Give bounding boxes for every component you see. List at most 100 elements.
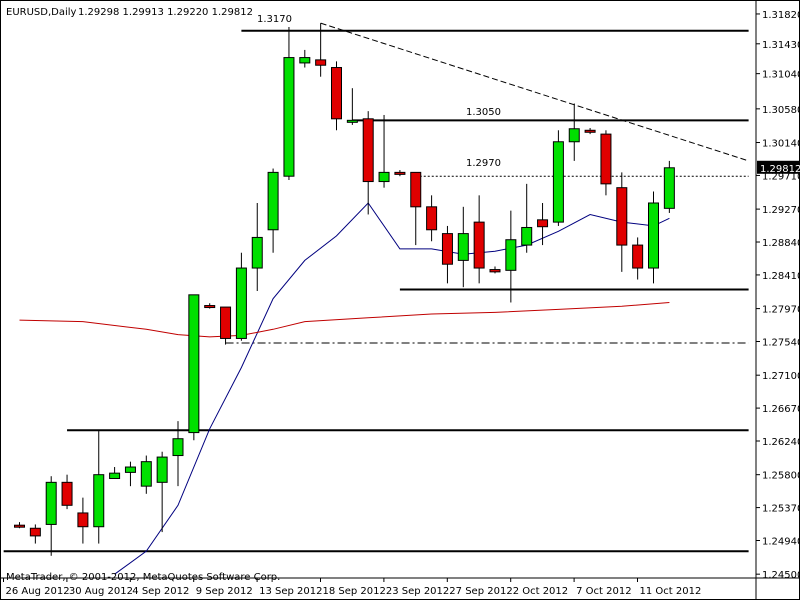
candle[interactable] <box>537 202 549 246</box>
bull-candle-body <box>267 171 279 231</box>
drawn-levels[interactable] <box>3 22 749 553</box>
bear-candle-body <box>29 527 41 537</box>
bull-candle-body <box>648 202 659 269</box>
candle[interactable] <box>394 170 406 177</box>
y-tick-label: 1.27970 <box>762 305 800 316</box>
bull-candle-body <box>663 167 675 209</box>
x-tick-label: 2 Oct 2012 <box>513 586 568 597</box>
y-tick-label: 1.30580 <box>762 105 800 116</box>
candle[interactable] <box>299 49 311 68</box>
candle[interactable] <box>235 252 247 341</box>
candles[interactable] <box>14 23 675 556</box>
candle[interactable] <box>426 195 438 242</box>
bull-candle-body <box>552 141 564 223</box>
bull-candle-body <box>188 294 200 434</box>
candle[interactable] <box>45 476 57 556</box>
y-tick-label: 1.27100 <box>762 371 800 382</box>
bear-candle-body <box>331 67 342 120</box>
candle[interactable] <box>378 114 390 188</box>
bull-candle-body <box>521 226 533 246</box>
trendline[interactable] <box>320 22 749 162</box>
x-tick-label: 30 Aug 2012 <box>69 586 133 597</box>
candle[interactable] <box>172 421 184 487</box>
bear-candle-body <box>220 306 232 339</box>
candle[interactable] <box>77 497 89 544</box>
candle[interactable] <box>283 26 295 181</box>
moving-average-line <box>19 302 670 338</box>
current-price-marker: 1.29812 <box>757 160 800 175</box>
current-price-label: 1.29812 <box>760 164 800 175</box>
bull-candle-body <box>299 57 311 64</box>
candle[interactable] <box>140 455 152 494</box>
bull-candle-body <box>156 456 168 483</box>
candle[interactable] <box>616 172 628 272</box>
y-tick-label: 1.31430 <box>762 40 800 51</box>
bear-candle-body <box>489 269 501 273</box>
candle[interactable] <box>584 127 596 135</box>
candle[interactable] <box>29 524 41 544</box>
y-tick-label: 1.29710 <box>762 171 800 182</box>
y-tick-label: 1.26670 <box>762 404 800 415</box>
candle[interactable] <box>663 160 675 213</box>
bear-candle-body <box>632 244 644 269</box>
y-tick-label: 1.31040 <box>762 70 800 81</box>
bull-candle-body <box>172 438 184 457</box>
candle[interactable] <box>441 225 453 284</box>
candle[interactable] <box>410 171 422 246</box>
candle[interactable] <box>362 111 374 215</box>
y-tick-label: 1.27540 <box>762 338 800 349</box>
bear-candle-body <box>14 524 25 528</box>
candle[interactable] <box>521 183 533 253</box>
bear-candle-body <box>61 481 73 506</box>
bull-candle-body <box>235 267 247 339</box>
bear-candle-body <box>600 133 612 185</box>
x-tick-label: 18 Sep 2012 <box>323 586 386 597</box>
candle[interactable] <box>188 294 200 441</box>
y-tick-label: 1.25370 <box>762 504 800 515</box>
candle[interactable] <box>505 210 517 303</box>
candle[interactable] <box>648 191 659 284</box>
bear-candle-body <box>410 171 422 208</box>
candle[interactable] <box>632 237 644 280</box>
candle[interactable] <box>457 206 469 288</box>
symbol-timeframe-label: EURUSD,Daily <box>6 7 77 18</box>
candle[interactable] <box>568 103 580 161</box>
bear-candle-body <box>426 206 438 231</box>
candle[interactable] <box>552 130 564 226</box>
candle[interactable] <box>220 306 232 345</box>
x-tick-label: 4 Sep 2012 <box>132 586 189 597</box>
candle[interactable] <box>109 467 121 480</box>
y-tick-label: 1.24500 <box>762 570 800 581</box>
bear-candle-body <box>616 187 628 246</box>
moving-average-line <box>114 202 670 575</box>
level-label: 1.3050 <box>466 107 501 118</box>
bear-candle-body <box>315 59 327 66</box>
candle[interactable] <box>267 168 279 253</box>
candle[interactable] <box>93 431 105 544</box>
bear-candle-body <box>394 171 406 175</box>
bull-candle-body <box>568 128 580 143</box>
candle[interactable] <box>124 461 136 487</box>
candle[interactable] <box>331 61 342 131</box>
y-tick-label: 1.29270 <box>762 205 800 216</box>
bear-candle-body <box>362 118 374 183</box>
candle[interactable] <box>315 23 327 77</box>
bull-candle-body <box>378 171 390 183</box>
candle[interactable] <box>600 130 612 196</box>
candle[interactable] <box>251 202 263 291</box>
candle[interactable] <box>346 88 358 125</box>
candle[interactable] <box>61 474 73 510</box>
x-tick-label: 26 Aug 2012 <box>6 586 70 597</box>
candle[interactable] <box>14 522 25 529</box>
candle[interactable] <box>489 266 501 274</box>
bear-candle-body <box>584 129 596 133</box>
y-tick-label: 1.28840 <box>762 238 800 249</box>
bull-candle-body <box>457 233 469 261</box>
candle[interactable] <box>473 195 485 284</box>
bull-candle-body <box>109 472 121 480</box>
candle[interactable] <box>204 303 216 309</box>
candle[interactable] <box>156 451 168 533</box>
